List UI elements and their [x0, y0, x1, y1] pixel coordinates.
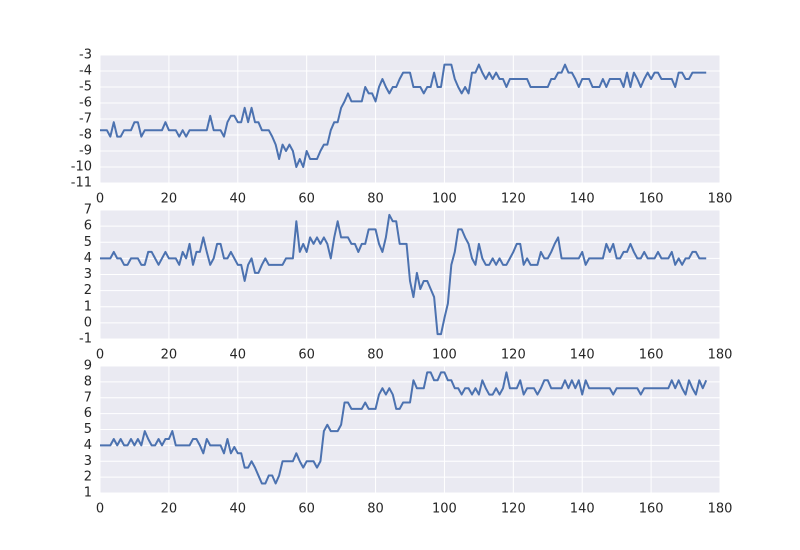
y-tick-label: -7: [79, 112, 92, 127]
y-tick-label: 2: [84, 283, 92, 298]
x-tick-label: 60: [298, 348, 315, 363]
y-tick-label: 4: [84, 251, 92, 266]
x-tick-label: 0: [96, 192, 104, 207]
y-tick-label: -11: [71, 176, 92, 191]
x-tick-label: 140: [570, 348, 595, 363]
x-tick-label: 120: [501, 192, 526, 207]
x-tick-label: 160: [639, 192, 664, 207]
x-tick-label: 180: [708, 192, 733, 207]
y-tick-label: -6: [79, 96, 92, 111]
x-tick-label: 20: [161, 502, 178, 517]
x-tick-label: 160: [639, 348, 664, 363]
x-tick-label: 40: [230, 348, 247, 363]
y-tick-label: 7: [84, 203, 92, 218]
y-tick-label: 1: [84, 486, 92, 501]
y-tick-label: 3: [84, 454, 92, 469]
x-tick-label: 180: [708, 502, 733, 517]
y-tick-label: -5: [79, 80, 92, 95]
data-line: [100, 63, 707, 168]
x-tick-label: 80: [367, 348, 384, 363]
y-tick-label: 4: [84, 438, 92, 453]
x-tick-label: 120: [501, 502, 526, 517]
x-tick-label: 60: [298, 192, 315, 207]
x-tick-label: 140: [570, 192, 595, 207]
subplot: 0 20 40 60 80 100 120 140 160 180 -11-10-9-8-7-6-5…: [71, 48, 733, 207]
x-tick-label: 120: [501, 348, 526, 363]
x-tick-label: 40: [230, 192, 247, 207]
x-tick-label: 80: [367, 192, 384, 207]
y-tick-label: -10: [71, 160, 92, 175]
y-tick-label: -4: [79, 64, 92, 79]
y-tick-label: -1: [79, 332, 92, 347]
x-tick-label: 40: [230, 502, 247, 517]
y-tick-label: 5: [84, 422, 92, 437]
y-tick-label: 6: [84, 406, 92, 421]
data-line: [100, 371, 708, 485]
data-line: [100, 213, 707, 336]
y-tick-label: -8: [79, 128, 92, 143]
x-tick-label: 20: [161, 348, 178, 363]
x-tick-label: 160: [639, 502, 664, 517]
x-tick-label: 20: [161, 192, 178, 207]
x-tick-label: 80: [367, 502, 384, 517]
y-tick-label: 5: [84, 235, 92, 250]
x-tick-label: 0: [96, 502, 104, 517]
y-tick-label: -3: [79, 48, 92, 63]
x-tick-label: 140: [570, 502, 595, 517]
y-tick-label: -9: [79, 144, 92, 159]
y-tick-label: 7: [84, 390, 92, 405]
y-tick-label: 0: [84, 315, 92, 330]
y-tick-label: 2: [84, 470, 92, 485]
y-tick-label: 3: [84, 267, 92, 282]
y-tick-label: 8: [84, 374, 92, 389]
y-tick-label: 1: [84, 299, 92, 314]
x-tick-label: 0: [96, 348, 104, 363]
y-tick-label: 6: [84, 219, 92, 234]
x-tick-label: 100: [432, 502, 457, 517]
x-tick-label: 100: [432, 192, 457, 207]
x-tick-label: 100: [432, 348, 457, 363]
x-tick-label: 60: [298, 502, 315, 517]
y-tick-label: 9: [84, 359, 92, 374]
x-tick-label: 180: [708, 348, 733, 363]
